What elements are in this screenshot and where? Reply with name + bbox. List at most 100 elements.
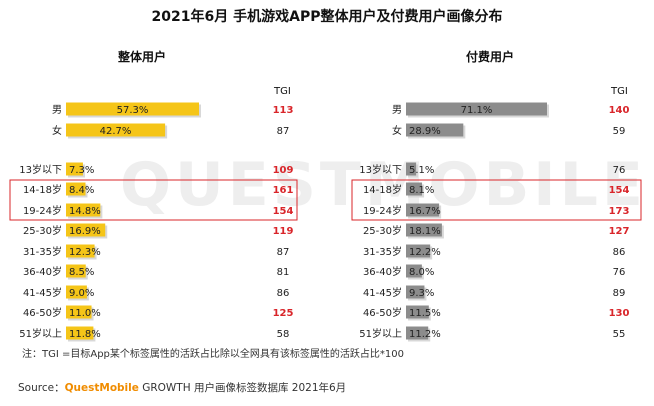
paid-category-label: 14-18岁 xyxy=(363,183,402,196)
overall-value-label: 14.8% xyxy=(69,206,101,217)
paid-category-label: 46-50岁 xyxy=(363,306,402,319)
overall-tgi-value: 81 xyxy=(277,267,290,278)
overall-value-label: 11.0% xyxy=(69,308,101,319)
overall-bar xyxy=(66,244,95,258)
overall-value-label: 12.3% xyxy=(69,247,101,258)
paid-tgi-value: 140 xyxy=(609,105,630,116)
overall-tgi-value: 125 xyxy=(273,308,294,319)
overall-chart-title: 整体用户 xyxy=(118,50,167,64)
overall-bar xyxy=(66,162,83,176)
paid-category-label: 女 xyxy=(392,124,402,137)
overall-bar xyxy=(66,326,94,340)
paid-value-label: 12.2% xyxy=(409,247,441,258)
paid-category-label: 男 xyxy=(392,104,402,116)
paid-category-label: 13岁以下 xyxy=(359,163,402,176)
overall-category-label: 25-30岁 xyxy=(23,224,62,237)
paid-bar xyxy=(406,123,464,137)
overall-category-label: 14-18岁 xyxy=(23,183,62,196)
overall-bar xyxy=(66,223,106,237)
paid-bar xyxy=(406,264,422,278)
overall-value-label: 8.5% xyxy=(69,267,94,278)
source-brand: QuestMobile xyxy=(64,382,139,394)
overall-tgi-value: 109 xyxy=(273,165,294,176)
paid-tgi-value: 59 xyxy=(613,126,626,137)
paid-tgi-value: 89 xyxy=(613,288,626,299)
paid-category-label: 36-40岁 xyxy=(363,265,402,278)
paid-category-label: 31-35岁 xyxy=(363,245,402,258)
overall-value-label: 8.4% xyxy=(69,185,94,196)
overall-category-label: 19-24岁 xyxy=(23,204,62,217)
overall-tgi-header: TGI xyxy=(274,86,291,97)
paid-bar xyxy=(406,162,417,176)
overall-value-label: 11.8% xyxy=(69,329,101,340)
paid-tgi-value: 154 xyxy=(609,185,630,196)
overall-category-label: 13岁以下 xyxy=(19,163,62,176)
paid-tgi-value: 130 xyxy=(609,308,630,319)
paid-chart-title: 付费用户 xyxy=(466,50,515,64)
paid-highlight-box xyxy=(351,179,642,221)
overall-value-label: 7.3% xyxy=(69,165,94,176)
overall-value-label: 57.3% xyxy=(117,105,149,116)
overall-category-label: 男 xyxy=(52,104,62,116)
overall-bar xyxy=(66,305,92,319)
overall-value-label: 9.0% xyxy=(69,288,94,299)
overall-tgi-value: 119 xyxy=(273,226,294,237)
overall-category-label: 51岁以上 xyxy=(19,327,62,340)
overall-tgi-value: 87 xyxy=(277,126,290,137)
paid-category-label: 19-24岁 xyxy=(363,204,402,217)
source-prefix: Source： xyxy=(18,382,65,394)
source-line: Source：QuestMobile GROWTH 用户画像标签数据库 2021… xyxy=(18,380,346,395)
paid-bar xyxy=(406,203,440,217)
paid-bar xyxy=(406,182,423,196)
paid-value-label: 28.9% xyxy=(409,126,441,137)
source-rest: GROWTH 用户画像标签数据库 2021年6月 xyxy=(138,382,347,394)
watermark-text: QUESTMOBILE xyxy=(120,150,647,220)
overall-bar xyxy=(66,123,166,137)
overall-bar xyxy=(66,182,86,196)
paid-bar xyxy=(406,285,425,299)
paid-bar xyxy=(406,305,429,319)
paid-bar xyxy=(406,223,442,237)
paid-tgi-value: 76 xyxy=(613,267,626,278)
paid-bar xyxy=(406,244,431,258)
overall-category-label: 41-45岁 xyxy=(23,286,62,299)
paid-category-label: 51岁以上 xyxy=(359,327,402,340)
paid-category-label: 25-30岁 xyxy=(363,224,402,237)
paid-bar xyxy=(406,326,429,340)
page-title: 2021年6月 手机游戏APP整体用户及付费用户画像分布 xyxy=(151,9,503,25)
overall-highlight-box xyxy=(9,179,298,221)
paid-tgi-header: TGI xyxy=(611,86,628,97)
overall-tgi-value: 86 xyxy=(277,288,290,299)
overall-category-label: 46-50岁 xyxy=(23,306,62,319)
paid-value-label: 8.1% xyxy=(409,185,434,196)
overall-value-label: 42.7% xyxy=(100,126,132,137)
overall-tgi-value: 161 xyxy=(273,185,294,196)
paid-category-label: 41-45岁 xyxy=(363,286,402,299)
overall-tgi-value: 87 xyxy=(277,247,290,258)
paid-value-label: 5.1% xyxy=(409,165,434,176)
overall-bar xyxy=(66,285,87,299)
overall-value-label: 16.9% xyxy=(69,226,101,237)
paid-value-label: 9.3% xyxy=(409,288,434,299)
overall-bar xyxy=(66,102,199,116)
overall-tgi-value: 58 xyxy=(277,329,290,340)
paid-bar xyxy=(406,102,547,116)
paid-value-label: 71.1% xyxy=(461,105,493,116)
overall-bar xyxy=(66,203,101,217)
overall-category-label: 36-40岁 xyxy=(23,265,62,278)
footnote: 注：TGI =目标App某个标签属性的活跃占比除以全网具有该标签属性的活跃占比*… xyxy=(22,349,404,360)
paid-tgi-value: 76 xyxy=(613,165,626,176)
paid-tgi-value: 173 xyxy=(609,206,630,217)
paid-tgi-value: 86 xyxy=(613,247,626,258)
paid-tgi-value: 55 xyxy=(613,329,626,340)
paid-tgi-value: 127 xyxy=(609,226,630,237)
overall-category-label: 女 xyxy=(52,124,62,137)
overall-category-label: 31-35岁 xyxy=(23,245,62,258)
paid-value-label: 11.2% xyxy=(409,329,441,340)
paid-value-label: 8.0% xyxy=(409,267,434,278)
overall-tgi-value: 154 xyxy=(273,206,294,217)
paid-value-label: 16.7% xyxy=(409,206,441,217)
paid-value-label: 18.1% xyxy=(409,226,441,237)
overall-tgi-value: 113 xyxy=(273,105,294,116)
